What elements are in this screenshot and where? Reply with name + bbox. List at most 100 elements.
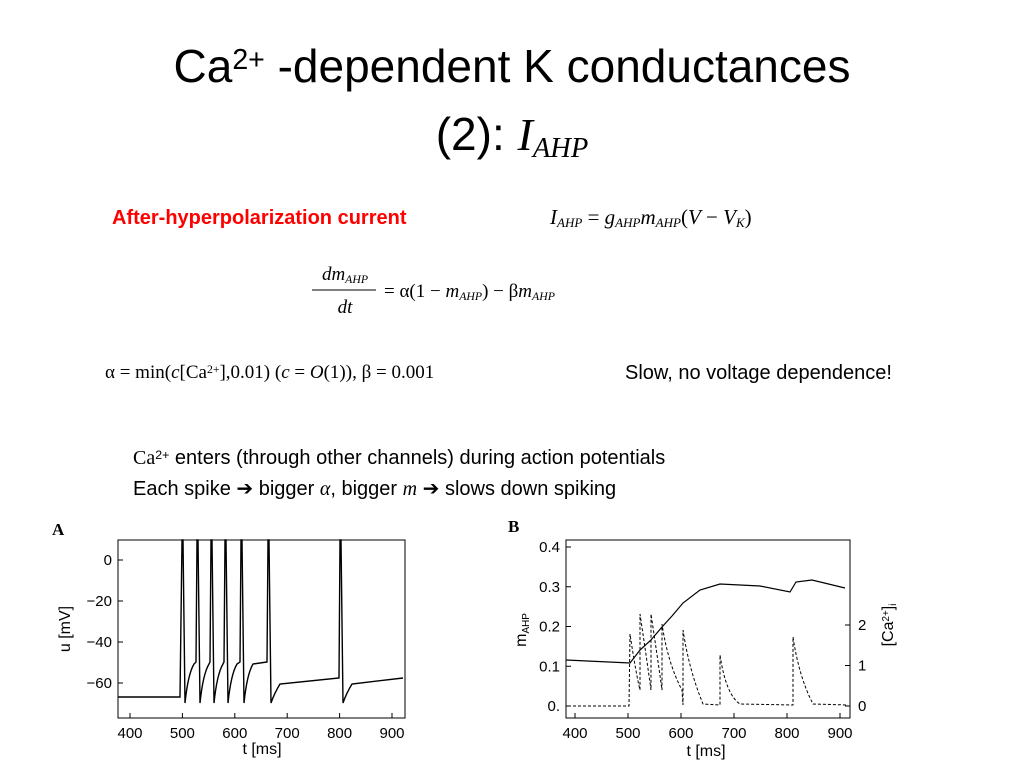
text-run: AHP xyxy=(556,215,582,230)
y-tick-label: 0.2 xyxy=(539,619,560,636)
x-tick-label: 500 xyxy=(170,725,195,742)
trace xyxy=(118,539,404,704)
y-tick-label: −60 xyxy=(87,675,112,692)
panel-label: B xyxy=(508,517,519,536)
title-line: Ca2+ -dependent K conductances xyxy=(174,40,851,92)
y-axis-label: u [mV] xyxy=(57,606,74,652)
text-run: m xyxy=(518,281,532,302)
text-run: AHP xyxy=(655,215,681,230)
trace-ca xyxy=(568,613,849,707)
y2-tick-label: 1 xyxy=(858,658,866,675)
y2-tick-label: 0 xyxy=(858,698,866,715)
x-tick-label: 700 xyxy=(721,725,746,742)
text-run: c xyxy=(281,362,290,383)
equation: = α(1 − mAHP) − βmAHP xyxy=(384,281,555,303)
text-run: I xyxy=(517,109,536,160)
text-run: Ca xyxy=(174,40,233,92)
text-run: Each spike ➔ bigger xyxy=(133,478,320,500)
text-run: − xyxy=(701,205,723,229)
text-run: = xyxy=(582,205,604,229)
text-run: ( xyxy=(681,205,688,229)
title-line: (2): IAHP xyxy=(436,108,589,164)
text-run: (1)), β = 0.001 xyxy=(324,362,435,383)
text-run: c xyxy=(171,362,180,383)
x-tick-label: 400 xyxy=(117,725,142,742)
text-run: dt xyxy=(338,297,354,318)
text-run: ] xyxy=(880,606,897,610)
equation: α = min(c[Ca2+],0.01) (c = O(1)), β = 0.… xyxy=(105,362,434,383)
text-run: K xyxy=(735,215,746,230)
x-tick-label: 400 xyxy=(562,725,587,742)
text-run: Ca xyxy=(133,447,155,469)
plot-frame xyxy=(117,539,406,719)
x-tick-label: 900 xyxy=(379,725,404,742)
y2-axis-label: [Ca2+]i xyxy=(880,604,899,647)
y-tick-label: 0.3 xyxy=(539,579,560,596)
text-run: 2+ xyxy=(155,448,169,462)
text-run: m xyxy=(445,281,459,302)
text-run: enters (through other channels) during a… xyxy=(169,447,665,469)
x-axis-label: t [ms] xyxy=(242,741,281,758)
bullet: Each spike ➔ bigger α, bigger m ➔ slows … xyxy=(133,478,616,500)
text-run: AHP xyxy=(531,133,588,164)
x-tick-label: 500 xyxy=(615,725,640,742)
text-run: α xyxy=(320,478,331,500)
text-run: -dependent K conductances xyxy=(265,40,851,92)
trace-m xyxy=(565,579,846,664)
y-tick-label: 0. xyxy=(547,698,560,715)
fraction-denominator: dt xyxy=(338,297,354,318)
text-run: AHP xyxy=(458,290,482,303)
plot-frame xyxy=(565,539,851,719)
text-run: 2+ xyxy=(232,44,265,76)
text-run: = α(1 − xyxy=(384,281,445,302)
text-run: I xyxy=(549,205,558,229)
x-tick-label: 700 xyxy=(275,725,300,742)
x-tick-label: 600 xyxy=(222,725,247,742)
text-run: V xyxy=(723,205,738,229)
text-run: AHP xyxy=(531,290,555,303)
x-tick-label: 800 xyxy=(774,725,799,742)
x-axis-label: t [ms] xyxy=(686,743,725,760)
y-tick-label: 0.4 xyxy=(539,539,560,556)
panel-label: A xyxy=(52,520,65,539)
x-tick-label: 800 xyxy=(327,725,352,742)
text-run: ➔ slows down spiking xyxy=(417,478,616,500)
text-run: m xyxy=(403,478,417,500)
text-run: (2): xyxy=(436,108,518,160)
text-run: , bigger xyxy=(330,478,402,500)
text-run: 2+ xyxy=(881,610,892,622)
text-run: AHP xyxy=(614,215,640,230)
x-tick-label: 900 xyxy=(827,725,852,742)
text-run: AHP xyxy=(521,613,532,634)
note: Slow, no voltage dependence! xyxy=(625,362,892,384)
text-run: ) − β xyxy=(482,281,518,302)
text-run: α = min( xyxy=(105,362,171,383)
fraction-numerator: dmAHP xyxy=(322,264,368,286)
text-run: V xyxy=(688,205,703,229)
text-run: dm xyxy=(322,264,345,285)
text-run: = xyxy=(290,362,310,383)
y2-tick-label: 2 xyxy=(858,617,866,634)
text-run: [Ca xyxy=(180,362,208,383)
current-label: After-hyperpolarization current xyxy=(112,207,407,229)
equation: IAHP = gAHPmAHP(V − VK) xyxy=(549,205,752,230)
text-run: ],0.01) ( xyxy=(219,362,281,383)
bullet: Ca2+ enters (through other channels) dur… xyxy=(133,447,665,469)
text-run: ) xyxy=(745,205,752,229)
panel-a: A 400 500 600 700 800 900 0 −20 −40 −60 t [ms] u … xyxy=(52,520,406,758)
x-tick-label: 600 xyxy=(668,725,693,742)
text-run: AHP xyxy=(344,273,368,286)
y-axis-label: mAHP xyxy=(513,613,532,647)
text-run: 2+ xyxy=(207,363,220,376)
text-run: [Ca xyxy=(880,621,897,646)
y-tick-label: −20 xyxy=(87,593,112,610)
text-run: O xyxy=(310,362,324,383)
text-run: i xyxy=(888,604,899,606)
text-run: m xyxy=(513,634,530,647)
text-run: g xyxy=(605,205,616,229)
text-run: m xyxy=(640,205,655,229)
y-tick-label: 0.1 xyxy=(539,658,560,675)
panel-b: B 400 500 600 700 800 900 0. 0.1 0.2 0.3 0.4 0 1 2 t … xyxy=(508,517,899,760)
